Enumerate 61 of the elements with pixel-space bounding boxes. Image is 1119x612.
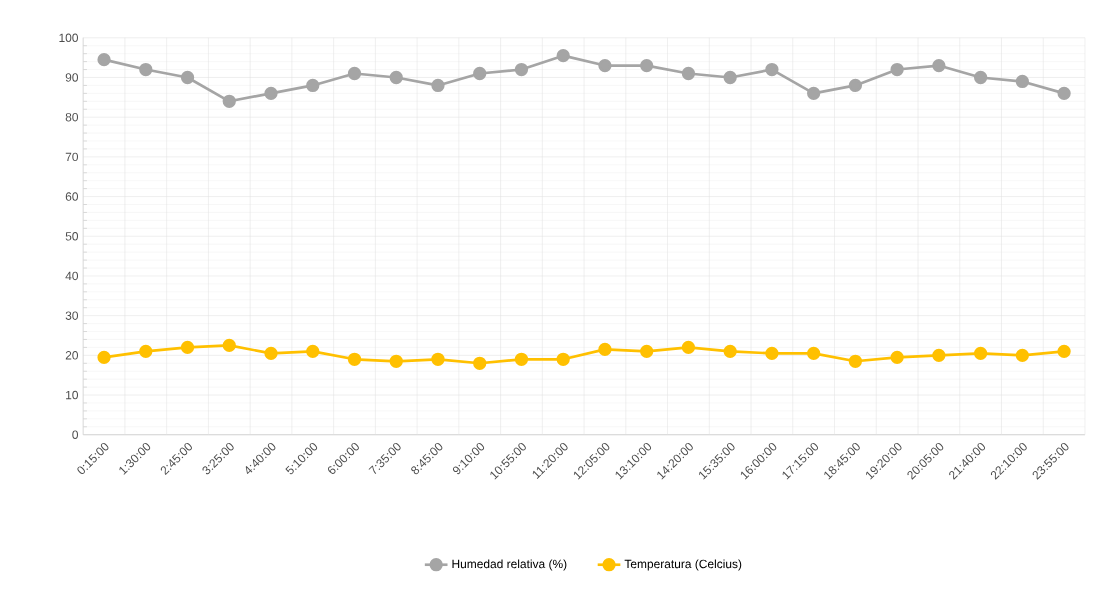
y-tick-label: 40 xyxy=(65,271,79,280)
point xyxy=(598,342,612,356)
point xyxy=(1057,344,1071,358)
y-tick-label: 100 xyxy=(59,33,79,42)
y-tick-label: 80 xyxy=(65,112,79,122)
point xyxy=(97,52,111,67)
point xyxy=(347,66,362,80)
point xyxy=(473,66,487,80)
point xyxy=(431,78,445,92)
point xyxy=(347,352,362,366)
point xyxy=(765,62,779,76)
y-tick-label: 10 xyxy=(66,390,79,400)
point xyxy=(389,354,403,368)
point xyxy=(556,48,570,63)
y-tick-label: 60 xyxy=(65,192,79,201)
y-tick-label: 50 xyxy=(65,231,79,241)
point xyxy=(556,352,570,366)
point xyxy=(848,354,863,368)
point xyxy=(765,346,779,360)
point xyxy=(598,58,612,73)
y-tick-label: 90 xyxy=(65,73,79,82)
point xyxy=(932,58,946,73)
point xyxy=(97,350,111,364)
y-tick-label: 0 xyxy=(72,430,79,439)
point xyxy=(932,348,946,362)
point xyxy=(807,86,821,100)
point xyxy=(389,70,403,84)
y-tick-label: 30 xyxy=(65,311,79,320)
legend-label: Humedad relativa (%) xyxy=(452,559,567,571)
point xyxy=(1015,348,1029,362)
point xyxy=(1015,74,1029,88)
point xyxy=(473,356,487,370)
point xyxy=(264,346,278,360)
point xyxy=(640,58,654,73)
point xyxy=(973,346,988,360)
point xyxy=(807,346,821,360)
point xyxy=(848,78,863,92)
point xyxy=(514,352,529,366)
point xyxy=(180,340,195,354)
point xyxy=(890,62,904,76)
point xyxy=(973,70,988,84)
point xyxy=(180,70,195,84)
point xyxy=(1057,86,1071,100)
point xyxy=(222,338,236,352)
point xyxy=(890,350,904,364)
point xyxy=(139,62,153,76)
point xyxy=(681,66,696,80)
point xyxy=(264,86,278,100)
y-tick-label: 70 xyxy=(65,152,79,161)
point xyxy=(723,70,737,84)
y-tick-label: 20 xyxy=(65,350,79,360)
point xyxy=(681,340,696,354)
point xyxy=(222,94,236,108)
point xyxy=(723,344,737,358)
point xyxy=(431,352,445,366)
point xyxy=(306,78,320,92)
point xyxy=(514,62,529,76)
point xyxy=(306,344,320,358)
point xyxy=(640,344,654,358)
legend-label: Temperatura (Celcius) xyxy=(624,559,742,571)
point xyxy=(139,344,153,358)
